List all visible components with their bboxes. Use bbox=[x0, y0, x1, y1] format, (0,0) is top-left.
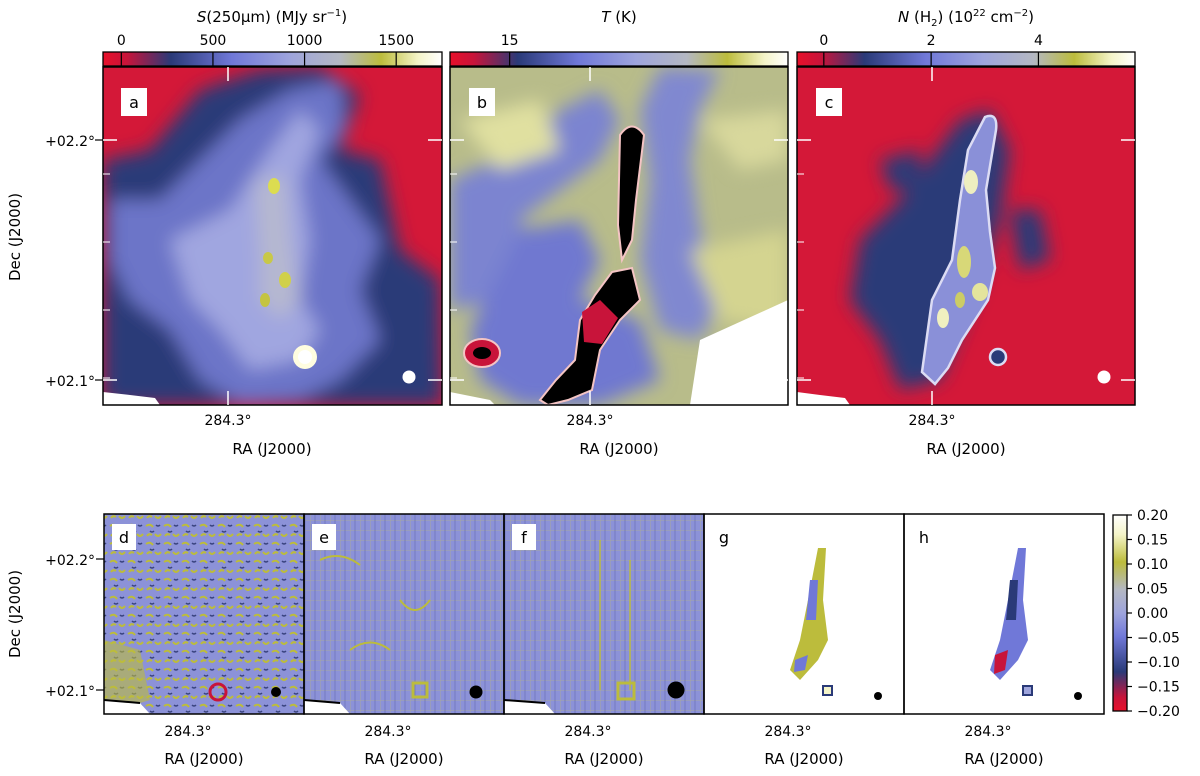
panel-g bbox=[704, 514, 904, 714]
colorbar-c-tick-label-1: 2 bbox=[927, 33, 936, 49]
panel-c bbox=[797, 67, 1135, 405]
colorbar-c: N (H2) (1022 cm−2) 0 2 4 bbox=[796, 8, 1136, 67]
colorbar-bottom-tick-label-3: 0.05 bbox=[1137, 582, 1168, 598]
panel-e-beam bbox=[469, 685, 483, 699]
colorbar-a-label: S(250μm) (MJy sr−1) bbox=[197, 8, 347, 26]
xlabel-f: RA (J2000) bbox=[564, 750, 643, 768]
panel-a bbox=[103, 67, 442, 405]
colorbar-a-tick-label-2: 1000 bbox=[287, 33, 323, 49]
panel-h-beam bbox=[1074, 692, 1082, 700]
colorbar-bottom-tick-label-1: 0.15 bbox=[1137, 533, 1168, 549]
colorbar-b-bar bbox=[449, 51, 789, 67]
ytick-a-top: +02.2° bbox=[45, 134, 95, 150]
panel-c-beam bbox=[1097, 370, 1111, 384]
colorbar-bottom: 0.20 0.15 0.10 0.05 0.00 −0.05 −0.10 −0.15 −0.20 bbox=[1112, 508, 1180, 720]
panel-a-letter: a bbox=[129, 93, 139, 112]
panel-a-letter-box bbox=[121, 88, 147, 116]
panel-a-beam bbox=[402, 370, 416, 384]
xlabel-g: RA (J2000) bbox=[764, 750, 843, 768]
panel-b bbox=[450, 67, 788, 405]
colorbar-bottom-tick-label-7: −0.15 bbox=[1137, 680, 1180, 696]
colorbar-a-tick-label-3: 1500 bbox=[378, 33, 414, 49]
xtick-g: 284.3° bbox=[764, 724, 811, 740]
panel-d bbox=[104, 514, 304, 714]
xlabel-h: RA (J2000) bbox=[964, 750, 1043, 768]
panel-f bbox=[504, 514, 704, 714]
xlabel-a: RA (J2000) bbox=[232, 440, 311, 458]
xlabel-b: RA (J2000) bbox=[579, 440, 658, 458]
panel-a-frame bbox=[102, 66, 443, 406]
panel-d-beam bbox=[271, 687, 281, 697]
colorbar-bottom-tick-label-4: 0.00 bbox=[1137, 606, 1168, 622]
colorbar-a-tick-label-1: 500 bbox=[200, 33, 227, 49]
colorbar-a-tick-label-0: 0 bbox=[117, 33, 126, 49]
ytick-d-top: +02.2° bbox=[45, 553, 95, 569]
panel-g-beam bbox=[874, 692, 882, 700]
ylabel-bottom: Dec (J2000) bbox=[6, 570, 24, 658]
colorbar-b: T (K) 15 bbox=[449, 8, 789, 67]
colorbar-bottom-tick-label-6: −0.10 bbox=[1137, 655, 1180, 671]
axis-marks bbox=[95, 67, 1135, 691]
colorbar-bottom-tick-label-8: −0.20 bbox=[1137, 704, 1180, 720]
panel-b-letter-box bbox=[469, 88, 495, 116]
xtick-b: 284.3° bbox=[566, 413, 613, 429]
colorbar-c-bar bbox=[796, 51, 1136, 67]
xlabel-d: RA (J2000) bbox=[164, 750, 243, 768]
colorbar-a: S(250μm) (MJy sr−1) 0 500 1000 1500 bbox=[102, 8, 443, 67]
xtick-f: 284.3° bbox=[564, 724, 611, 740]
panel-f-beam bbox=[667, 681, 685, 699]
colorbar-bottom-tick-label-0: 0.20 bbox=[1137, 508, 1168, 524]
panel-c-letter: c bbox=[825, 93, 834, 112]
panel-b-letter: b bbox=[477, 93, 487, 112]
panel-e-letter: e bbox=[319, 528, 329, 547]
colorbar-a-bar bbox=[102, 51, 443, 67]
panel-h-frame bbox=[903, 513, 1105, 715]
panel-f-letter: f bbox=[521, 528, 527, 547]
colorbar-b-label: T (K) bbox=[601, 8, 636, 26]
ylabel-top: Dec (J2000) bbox=[6, 193, 24, 281]
panel-g-letter: g bbox=[719, 528, 729, 547]
xtick-e: 284.3° bbox=[364, 724, 411, 740]
xtick-h: 284.3° bbox=[964, 724, 1011, 740]
colorbar-c-label: N (H2) (1022 cm−2) bbox=[898, 8, 1034, 29]
xtick-a: 284.3° bbox=[204, 413, 251, 429]
xlabel-c: RA (J2000) bbox=[926, 440, 1005, 458]
ytick-a-bottom: +02.1° bbox=[45, 374, 95, 390]
colorbar-bottom-tick-label-5: −0.05 bbox=[1137, 631, 1180, 647]
panel-c-frame bbox=[796, 66, 1136, 406]
panel-d-letter: d bbox=[119, 528, 129, 547]
ytick-d-bottom: +02.1° bbox=[45, 684, 95, 700]
xlabel-e: RA (J2000) bbox=[364, 750, 443, 768]
xtick-c: 284.3° bbox=[908, 413, 955, 429]
colorbar-c-tick-label-2: 4 bbox=[1034, 33, 1043, 49]
xtick-d: 284.3° bbox=[164, 724, 211, 740]
colorbar-bottom-bar bbox=[1112, 514, 1128, 712]
colorbar-c-tick-label-0: 0 bbox=[819, 33, 828, 49]
panel-e bbox=[304, 514, 504, 714]
colorbar-bottom-tick-label-2: 0.10 bbox=[1137, 557, 1168, 573]
panel-c-letter-box bbox=[816, 88, 842, 116]
panel-b-frame bbox=[449, 66, 789, 406]
colorbar-b-tick-label-0: 15 bbox=[501, 33, 519, 49]
panel-h-letter: h bbox=[919, 528, 929, 547]
panel-h bbox=[904, 514, 1104, 714]
